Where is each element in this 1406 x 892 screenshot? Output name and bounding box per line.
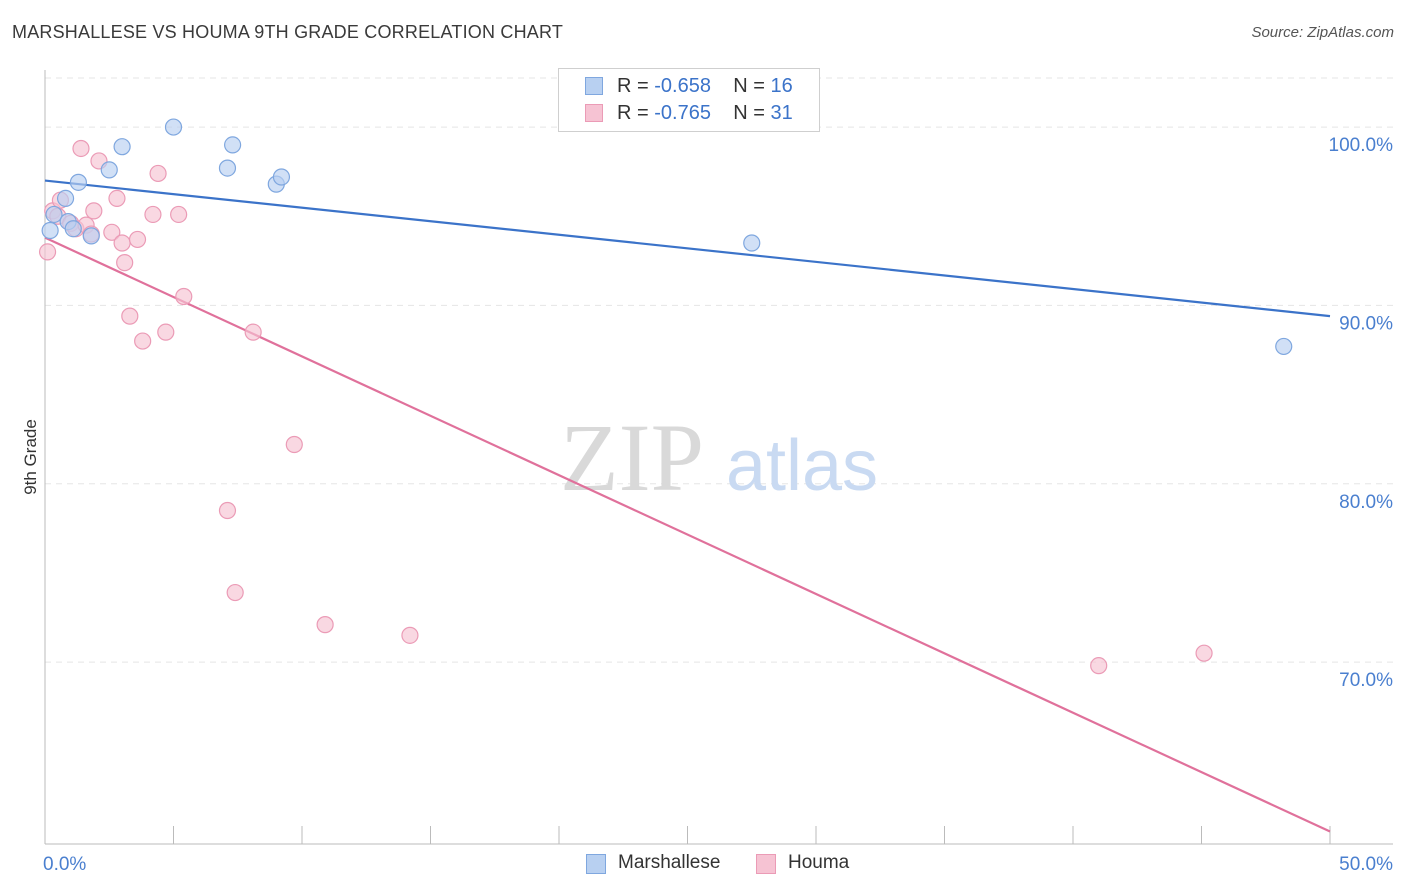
trendline-marshallese [44,179,1331,318]
point-houma [85,202,103,220]
bottom-legend-label-marshallese: Marshallese [618,852,721,873]
trendline-houma [44,236,1331,833]
legend-r-label: R = [617,102,655,124]
point-houma [175,287,193,306]
point-marshallese [45,205,63,224]
point-marshallese [164,118,183,136]
point-houma [72,139,90,158]
legend-n-label: N = [733,75,771,97]
point-marshallese [113,138,131,156]
legend-n-value-houma: 31 [770,102,793,124]
point-marshallese [41,221,59,240]
point-houma [103,223,121,241]
point-houma [218,501,237,520]
point-marshallese [272,168,291,186]
point-houma [128,230,147,249]
legend-r-value-marshallese: -0.658 [654,75,711,97]
point-houma [1090,657,1108,675]
watermark-atlas: atlas [726,426,878,506]
point-houma [226,583,244,602]
point-houma [116,254,134,272]
point-houma [144,205,162,224]
point-marshallese [743,234,761,252]
point-houma [121,307,139,325]
point-houma [134,332,152,350]
point-houma [1195,644,1213,662]
legend-n-label: N = [733,102,771,124]
bottom-swatch-marshallese [586,854,606,874]
point-marshallese [1275,337,1293,356]
source-credit: Source: ZipAtlas.com [1251,24,1394,41]
point-marshallese [82,227,100,245]
point-houma [316,616,334,634]
point-houma [108,189,126,208]
point-houma [157,323,175,341]
point-houma [285,435,303,454]
point-marshallese [64,220,82,238]
bottom-legend-label-houma: Houma [788,852,850,873]
point-houma [38,243,57,261]
watermark-zip: ZIP [560,404,704,511]
point-marshallese [69,173,88,191]
y-tick-label: 100.0% [1329,135,1394,156]
legend-r-value-houma: -0.765 [654,102,711,124]
point-houma [244,323,262,341]
legend-r-label: R = [617,75,655,97]
y-tick-label: 70.0% [1339,670,1393,691]
x-tick-label: 50.0% [1339,854,1393,875]
legend-box: R = -0.658 N = 16 R = -0.765 N = 31 [558,68,820,132]
y-axis-title: 9th Grade [21,419,40,495]
point-marshallese [100,161,118,179]
point-houma [113,234,131,252]
legend-swatch-marshallese [585,77,603,95]
point-houma [401,626,419,644]
point-houma [170,205,188,224]
legend-swatch-houma [585,104,603,122]
y-tick-label: 90.0% [1339,313,1393,334]
point-marshallese [56,189,75,208]
chart-title: MARSHALLESE VS HOUMA 9TH GRADE CORRELATI… [12,22,564,42]
point-houma [149,164,167,183]
bottom-swatch-houma [756,854,776,874]
point-marshallese [218,159,237,177]
legend-n-value-marshallese: 16 [770,75,793,97]
point-marshallese [224,136,242,154]
y-tick-label: 80.0% [1339,492,1393,513]
x-tick-label: 0.0% [43,854,86,875]
